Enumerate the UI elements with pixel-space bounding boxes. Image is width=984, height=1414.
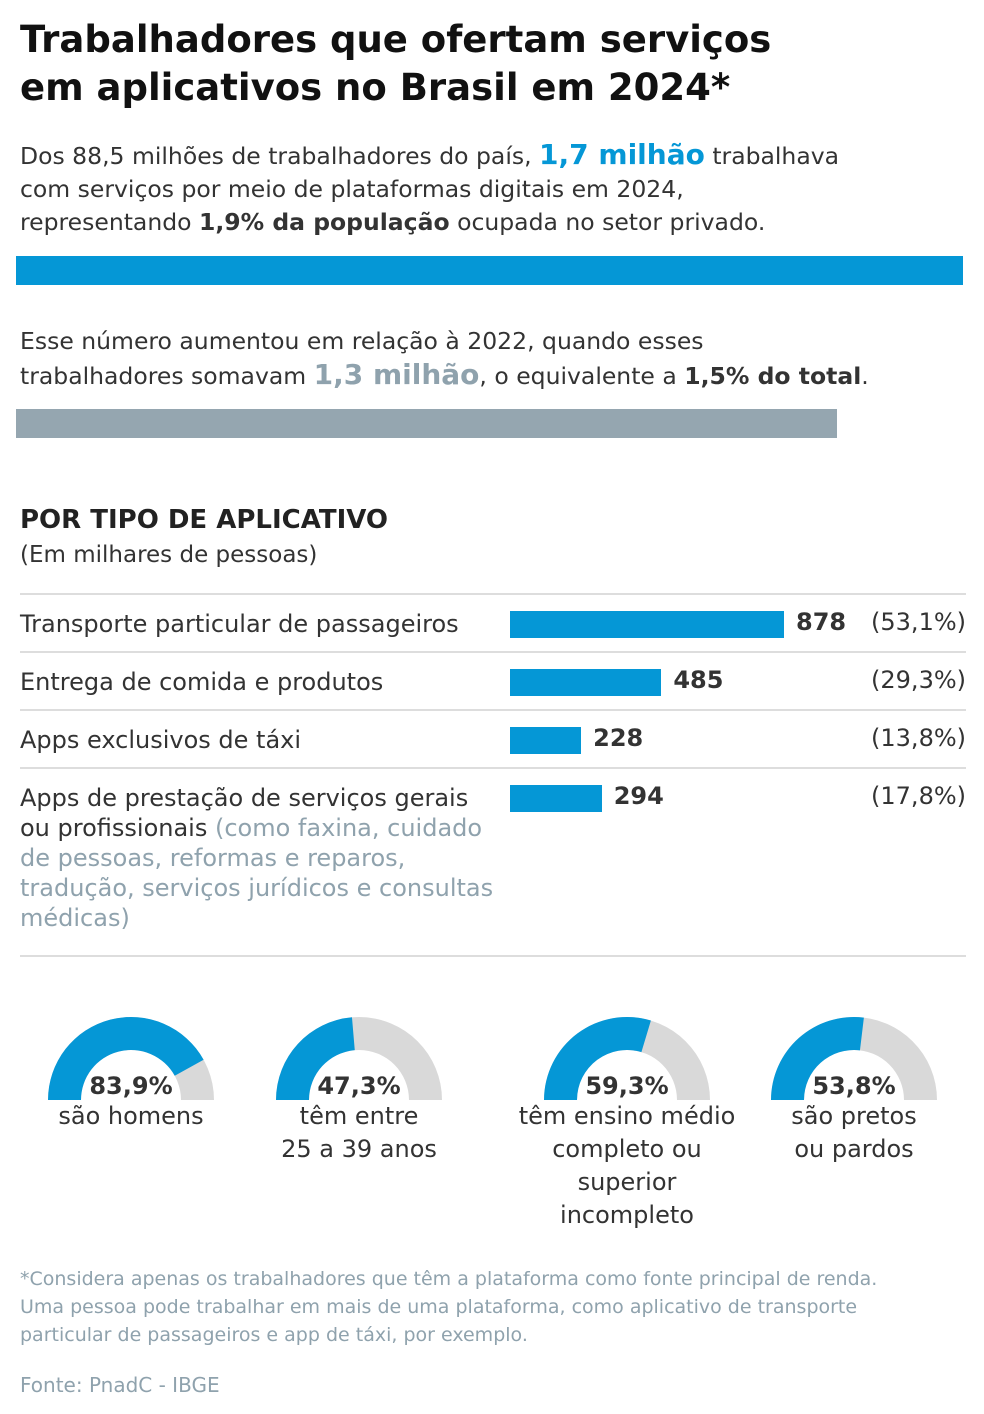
- value-label: 228: [593, 724, 644, 752]
- text: representando: [20, 208, 199, 236]
- category-name: Apps exclusivos de táxi: [20, 726, 302, 754]
- category-name: Entrega de comida e produtos: [20, 668, 384, 696]
- gauge: 83,9% são homens: [11, 1010, 251, 1133]
- bold-text: 1,5% do total: [684, 362, 862, 390]
- section-title: POR TIPO DE APLICATIVO: [20, 505, 389, 535]
- gauge-caption: têm entre 25 a 39 anos: [239, 1100, 479, 1166]
- highlight-2024: 1,7 milhão: [539, 138, 705, 171]
- gauge-fill: [544, 1017, 651, 1100]
- row-divider: [20, 709, 966, 711]
- caption-line: superior: [577, 1168, 677, 1196]
- text: .: [861, 362, 869, 390]
- gauge-fill: [276, 1017, 355, 1100]
- caption-line: são pretos: [791, 1102, 917, 1130]
- footnote: *Considera apenas os trabalhadores que t…: [20, 1265, 877, 1349]
- text: , o equivalente a: [479, 362, 685, 390]
- title-line: Trabalhadores que ofertam serviços: [20, 18, 772, 61]
- bar-2022: [16, 409, 837, 438]
- gauge: 53,8% são pretos ou pardos: [734, 1010, 974, 1166]
- text: ocupada no setor privado.: [449, 208, 766, 236]
- category-label: Entrega de comida e produtos: [20, 667, 383, 697]
- bar: [510, 785, 602, 812]
- gauge-arc: [771, 1017, 937, 1100]
- caption-line: 25 a 39 anos: [281, 1135, 437, 1163]
- page-title: Trabalhadores que ofertam serviços em ap…: [20, 16, 771, 112]
- row-divider: [20, 767, 966, 769]
- text: trabalhadores somavam: [20, 362, 314, 390]
- bar: [510, 669, 662, 696]
- category-label: Apps exclusivos de táxi: [20, 725, 301, 755]
- footnote-line: Uma pessoa pode trabalhar em mais de uma…: [20, 1296, 858, 1318]
- gauge-value: 83,9%: [89, 1072, 173, 1100]
- gauge: 47,3% têm entre 25 a 39 anos: [239, 1010, 479, 1166]
- text: Esse número aumentou em relação à 2022, …: [20, 327, 704, 355]
- share-label: (17,8%): [871, 782, 966, 810]
- text: trabalhava: [704, 142, 840, 170]
- gauge: 59,3% têm ensino médio completo ou superio…: [507, 1010, 747, 1232]
- category-label: Transporte particular de passageiros: [20, 609, 459, 639]
- gauge-fill: [48, 1017, 204, 1100]
- caption-line: têm ensino médio: [518, 1102, 736, 1130]
- category-name: Apps de prestação de serviços gerais ou …: [20, 784, 469, 842]
- caption-line: ou pardos: [794, 1135, 914, 1163]
- intro-paragraph-2024: Dos 88,5 milhões de trabalhadores do paí…: [20, 138, 839, 239]
- category-name: Transporte particular de passageiros: [20, 610, 459, 638]
- row-divider: [20, 651, 966, 653]
- value-label: 485: [673, 666, 724, 694]
- caption-line: têm entre: [299, 1102, 419, 1130]
- section-subtitle: (Em milhares de pessoas): [20, 542, 318, 568]
- value-label: 878: [796, 608, 847, 636]
- caption-line: são homens: [58, 1102, 204, 1130]
- bold-text: 1,9% da população: [199, 208, 450, 236]
- gauge-value: 59,3%: [585, 1072, 669, 1100]
- caption-line: completo ou: [552, 1135, 702, 1163]
- gauge-fill: [771, 1017, 864, 1100]
- share-label: (13,8%): [871, 724, 966, 752]
- gauge-value: 53,8%: [812, 1072, 896, 1100]
- share-label: (53,1%): [871, 608, 966, 636]
- row-divider: [20, 955, 966, 957]
- highlight-2022: 1,3 milhão: [313, 358, 480, 391]
- gauge-arc: [544, 1017, 710, 1100]
- caption-line: incompleto: [560, 1201, 694, 1229]
- bar: [510, 727, 582, 754]
- footnote-line: *Considera apenas os trabalhadores que t…: [20, 1268, 878, 1290]
- row-divider: [20, 593, 966, 595]
- category-note: (como faxina, cuidado de pessoas, reform…: [20, 814, 494, 932]
- bar: [510, 611, 784, 638]
- gauge-caption: têm ensino médio completo ou superior incom…: [507, 1100, 747, 1232]
- intro-paragraph-2022: Esse número aumentou em relação à 2022, …: [20, 325, 869, 393]
- gauge-arc: [276, 1017, 442, 1100]
- source: Fonte: PnadC - IBGE: [20, 1373, 220, 1397]
- footnote-line: particular de passageiros e app de táxi,…: [20, 1324, 528, 1346]
- category-label: Apps de prestação de serviços gerais ou …: [20, 783, 500, 933]
- share-label: (29,3%): [871, 666, 966, 694]
- text: Dos 88,5 milhões de trabalhadores do paí…: [20, 142, 540, 170]
- gauge-caption: são pretos ou pardos: [734, 1100, 974, 1166]
- gauge-caption: são homens: [11, 1100, 251, 1133]
- value-label: 294: [613, 782, 664, 810]
- bar-2024: [16, 256, 963, 285]
- gauge-arc: [48, 1017, 214, 1100]
- title-line: em aplicativos no Brasil em 2024*: [20, 66, 731, 109]
- text: com serviços por meio de plataformas dig…: [20, 175, 684, 203]
- gauge-value: 47,3%: [317, 1072, 401, 1100]
